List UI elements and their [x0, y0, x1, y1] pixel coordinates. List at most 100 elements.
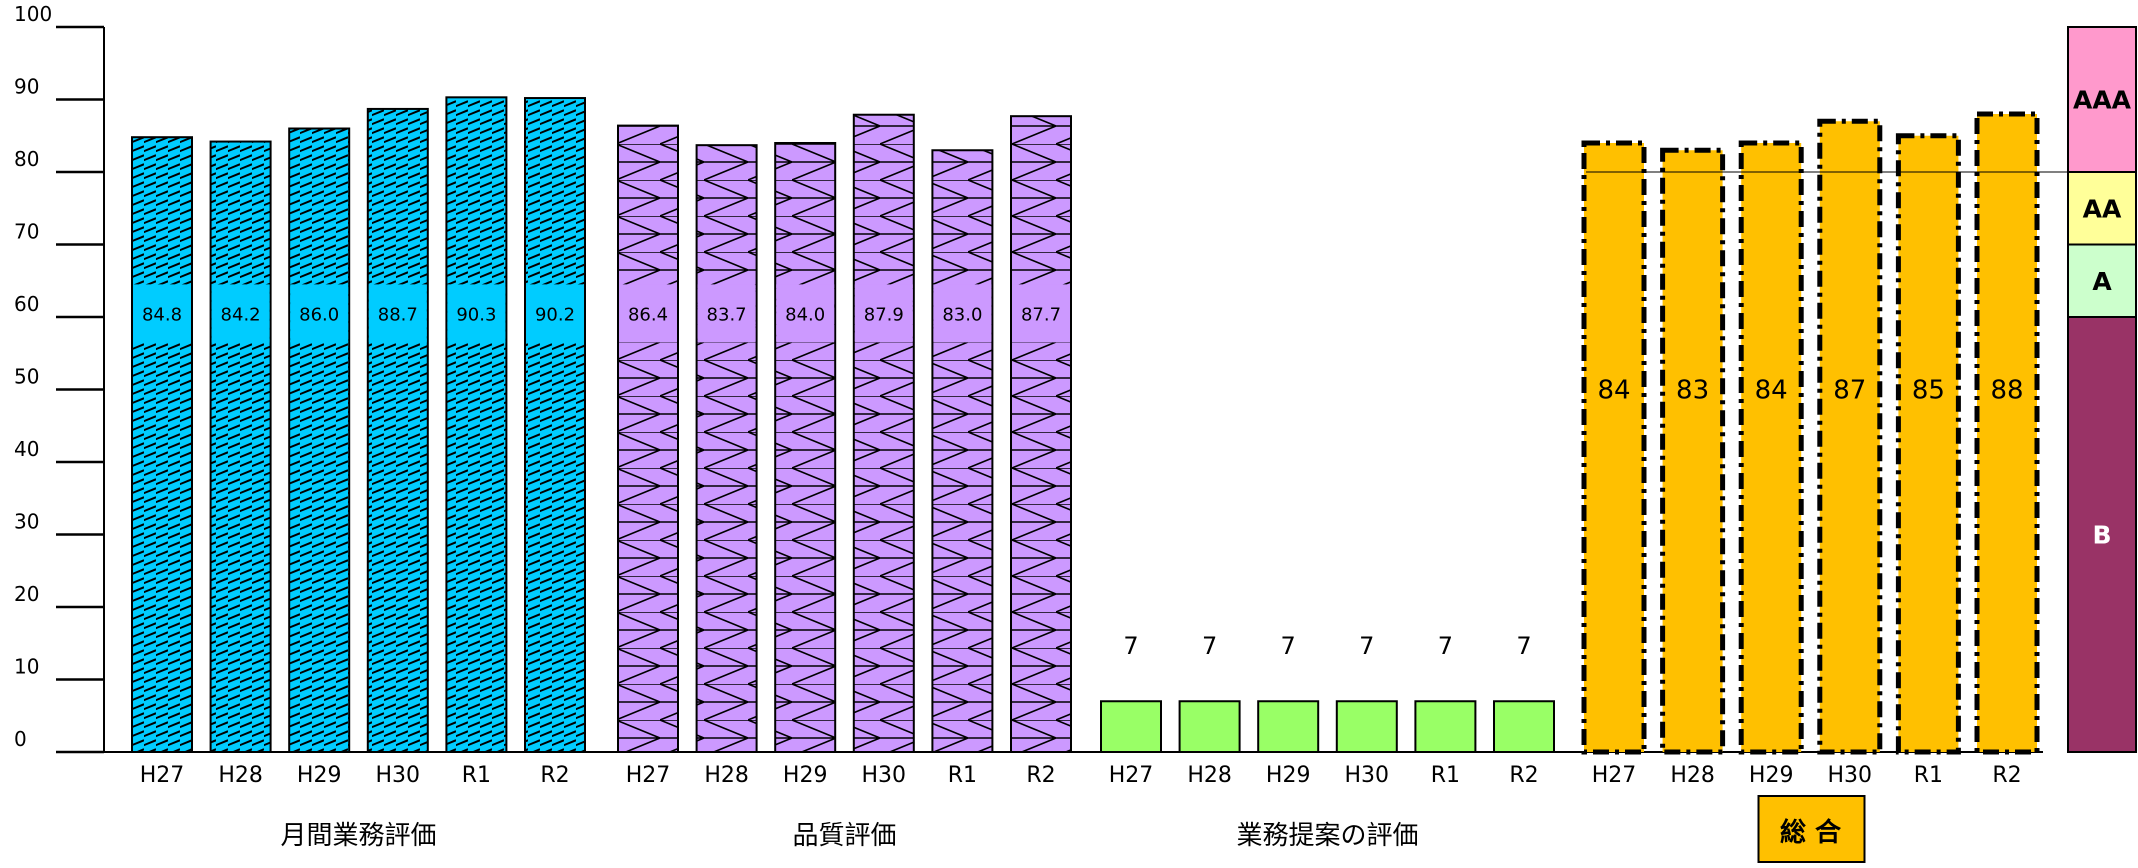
data-label: 87.7: [1021, 304, 1061, 325]
bar: [1660, 147, 1726, 755]
group-label-box: [1757, 795, 1866, 863]
y-tick-label: 40: [14, 437, 39, 461]
x-tick-label: R1: [1914, 763, 1943, 788]
x-tick-label: R2: [1026, 763, 1055, 788]
x-tick-label: H30: [862, 763, 907, 788]
group-label: 業務提案の評価: [1236, 821, 1418, 851]
data-label: 7: [1438, 632, 1453, 660]
y-tick-label: 30: [14, 510, 39, 534]
group-label: 総 合: [1780, 817, 1842, 848]
data-label: 85: [1912, 376, 1945, 406]
data-label: 84.0: [785, 304, 825, 325]
data-label: 7: [1123, 632, 1138, 660]
y-tick-label: 70: [14, 220, 39, 244]
y-tick-label: 90: [14, 75, 39, 99]
rating-band: [2067, 243, 2137, 318]
x-tick-label: H29: [1749, 763, 1794, 788]
x-tick-label: R1: [948, 763, 977, 788]
bar: [1895, 133, 1961, 755]
x-tick-label: H30: [1345, 763, 1390, 788]
data-label-box: [619, 284, 677, 343]
bar: [1100, 700, 1162, 753]
bar: [931, 149, 994, 753]
x-tick-label: H28: [218, 763, 263, 788]
data-label: 87: [1833, 376, 1866, 406]
rating-label: A: [2092, 267, 2112, 296]
data-label-box: [776, 284, 835, 343]
y-tick-label: 60: [14, 292, 39, 316]
x-tick-label: H28: [704, 763, 749, 788]
y-tick-label: 10: [14, 655, 39, 679]
x-tick-label: R2: [1992, 763, 2021, 788]
bar: [288, 127, 351, 753]
bar: [1257, 700, 1320, 753]
data-label: 86.4: [628, 304, 668, 325]
data-label-box: [368, 284, 427, 343]
x-tick-label: R1: [1431, 763, 1460, 788]
bar: [774, 142, 837, 753]
x-tick-label: H27: [1109, 763, 1154, 788]
bar: [131, 136, 193, 753]
x-tick-label: H28: [1670, 763, 1715, 788]
x-tick-label: H29: [783, 763, 828, 788]
bar: [209, 140, 272, 754]
bar: [1974, 111, 2040, 755]
data-label: 90.3: [456, 304, 496, 325]
x-tick-label: R1: [462, 763, 491, 788]
data-label: 87.9: [864, 304, 904, 325]
x-tick-label: H27: [140, 763, 185, 788]
bar: [1493, 700, 1555, 753]
data-label-box: [1012, 284, 1070, 343]
x-tick-label: R2: [1509, 763, 1538, 788]
x-tick-label: H28: [1187, 763, 1232, 788]
bar: [366, 107, 429, 754]
data-label: 84.2: [221, 304, 261, 325]
bar: [1010, 115, 1072, 754]
data-label: 7: [1202, 632, 1217, 660]
bar: [617, 124, 679, 754]
data-label-box: [854, 284, 913, 343]
rating-band: [2067, 171, 2137, 246]
x-tick-label: H27: [626, 763, 671, 788]
data-label: 90.2: [535, 304, 575, 325]
x-tick-label: H27: [1592, 763, 1637, 788]
y-tick-label: 50: [14, 365, 39, 389]
data-label: 84: [1755, 376, 1788, 406]
data-label-box: [447, 284, 506, 343]
bar: [524, 97, 586, 754]
data-label: 88.7: [378, 304, 418, 325]
data-label: 86.0: [299, 304, 339, 325]
y-tick-label: 100: [14, 2, 52, 26]
x-tick-label: H30: [376, 763, 421, 788]
x-tick-label: H29: [297, 763, 342, 788]
data-label: 83.0: [942, 304, 982, 325]
x-tick-label: H29: [1266, 763, 1311, 788]
data-label-box: [526, 284, 584, 343]
x-tick-label: H30: [1828, 763, 1873, 788]
data-label-box: [933, 284, 992, 343]
data-label: 7: [1281, 632, 1296, 660]
y-tick-label: 80: [14, 147, 39, 171]
bar: [695, 144, 758, 754]
data-label: 7: [1516, 632, 1531, 660]
bar: [1178, 700, 1241, 753]
data-label: 84: [1597, 376, 1630, 406]
data-label: 83: [1676, 376, 1709, 406]
group-label: 月間業務評価: [280, 821, 436, 851]
rating-label: AA: [2083, 194, 2122, 223]
data-label: 83.7: [707, 304, 747, 325]
rating-label: AAA: [2073, 86, 2132, 115]
bar: [1738, 140, 1804, 755]
rating-label: B: [2092, 521, 2111, 550]
bar: [1581, 140, 1647, 755]
data-label-box: [133, 284, 191, 343]
y-tick-label: 20: [14, 582, 39, 606]
x-tick-label: R2: [540, 763, 569, 788]
y-tick-label: 0: [14, 727, 27, 751]
data-label-box: [697, 284, 756, 343]
data-label-box: [290, 284, 349, 343]
bar: [1414, 700, 1477, 753]
bar: [1817, 118, 1883, 755]
data-label-box: [211, 284, 270, 343]
